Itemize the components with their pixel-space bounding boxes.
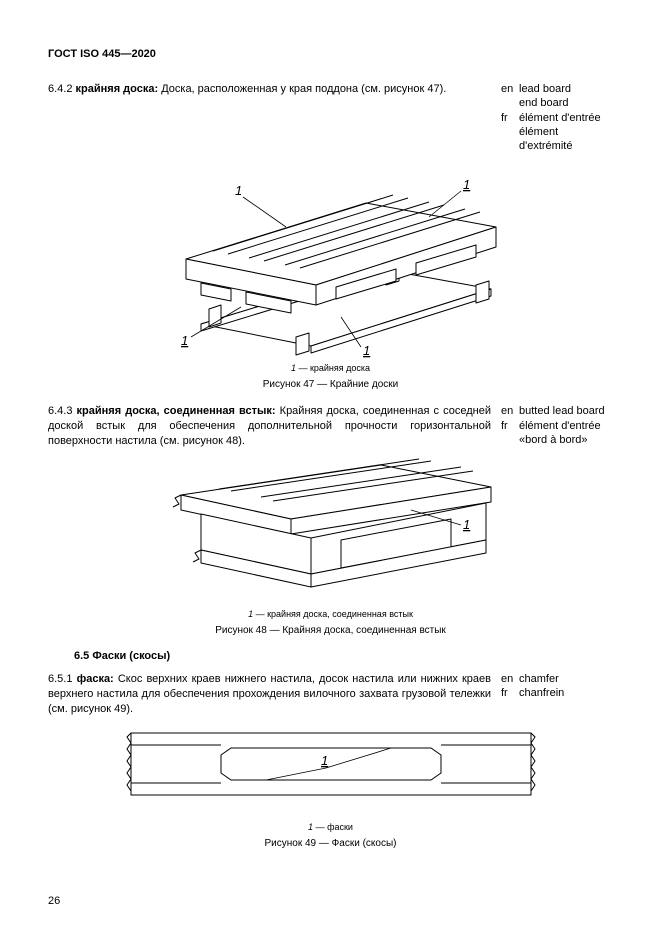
figure-48-caption: Рисунок 48 — Крайняя доска, соединенная … bbox=[48, 625, 613, 636]
entry-term: крайняя доска: bbox=[76, 83, 159, 95]
trans-en-0: butted lead board bbox=[519, 404, 613, 418]
trans-en-0: lead board bbox=[519, 82, 613, 96]
fig48-label: 1 bbox=[463, 517, 470, 532]
fig47-label-1: 1 bbox=[235, 183, 242, 198]
figure-48: 1 1 — крайняя доска, соединенная встык Р… bbox=[48, 455, 613, 636]
figure-47: 1 1 1 1 1 — крайняя доска Рисунок 47 — К… bbox=[48, 159, 613, 390]
trans-fr-1: élément d'extrémité bbox=[519, 125, 613, 154]
lang-en: en bbox=[501, 672, 519, 686]
figure-49: 1 1 — фаски Рисунок 49 — Фаски (скосы) bbox=[48, 723, 613, 849]
figure-47-caption: Рисунок 47 — Крайние доски bbox=[48, 379, 613, 390]
lang-en: en bbox=[501, 82, 519, 96]
entry-term: крайняя доска, соединенная встык: bbox=[77, 405, 276, 417]
translation-column: enchamfer frchanfrein bbox=[501, 672, 613, 701]
entry-number: 6.4.2 bbox=[48, 83, 76, 95]
figure-49-svg: 1 bbox=[121, 723, 541, 818]
entry-6-4-3: 6.4.3 крайняя доска, соединенная встык: … bbox=[48, 404, 613, 449]
entry-body: 6.4.3 крайняя доска, соединенная встык: … bbox=[48, 404, 501, 449]
translation-column: enlead board end board frélément d'entré… bbox=[501, 82, 613, 153]
entry-number: 6.4.3 bbox=[48, 405, 77, 417]
lang-fr: fr bbox=[501, 686, 519, 700]
doc-header: ГОСТ ISO 445—2020 bbox=[48, 48, 613, 60]
fig47-label-2: 1 bbox=[463, 177, 470, 192]
figure-47-key: 1 — крайняя доска bbox=[48, 363, 613, 373]
trans-en-0: chamfer bbox=[519, 672, 613, 686]
page: ГОСТ ISO 445—2020 6.4.2 крайняя доска: Д… bbox=[0, 0, 661, 935]
translation-column: enbutted lead board frélément d'entrée «… bbox=[501, 404, 613, 447]
fig49-label: 1 bbox=[321, 753, 328, 768]
lang-fr: fr bbox=[501, 419, 519, 448]
figure-48-svg: 1 bbox=[151, 455, 511, 605]
trans-fr-0: chanfrein bbox=[519, 686, 613, 700]
figure-49-caption: Рисунок 49 — Фаски (скосы) bbox=[48, 838, 613, 849]
lang-en: en bbox=[501, 404, 519, 418]
trans-en-1: end board bbox=[519, 96, 613, 110]
fig47-label-3: 1 bbox=[181, 333, 188, 348]
entry-body: 6.5.1 фаска: Скос верхних краев нижнего … bbox=[48, 672, 501, 717]
section-6-5: 6.5 Фаски (скосы) bbox=[74, 650, 613, 662]
entry-def: Скос верхних краев нижнего настила, досо… bbox=[48, 673, 491, 715]
trans-fr-0: élément d'entrée bbox=[519, 111, 613, 125]
entry-body: 6.4.2 крайняя доска: Доска, расположенна… bbox=[48, 82, 501, 97]
figure-49-key: 1 — фаски bbox=[48, 822, 613, 832]
lang-fr: fr bbox=[501, 111, 519, 125]
fig47-label-4: 1 bbox=[363, 343, 370, 358]
page-number: 26 bbox=[48, 895, 60, 907]
entry-number: 6.5.1 bbox=[48, 673, 77, 685]
figure-48-key: 1 — крайняя доска, соединенная встык bbox=[48, 609, 613, 619]
entry-def: Доска, расположенная у края поддона (см.… bbox=[158, 83, 446, 95]
entry-6-4-2: 6.4.2 крайняя доска: Доска, расположенна… bbox=[48, 82, 613, 153]
entry-term: фаска: bbox=[77, 673, 114, 685]
trans-fr-0: élément d'entrée «bord à bord» bbox=[519, 419, 613, 448]
entry-6-5-1: 6.5.1 фаска: Скос верхних краев нижнего … bbox=[48, 672, 613, 717]
figure-47-svg: 1 1 1 1 bbox=[131, 159, 531, 359]
